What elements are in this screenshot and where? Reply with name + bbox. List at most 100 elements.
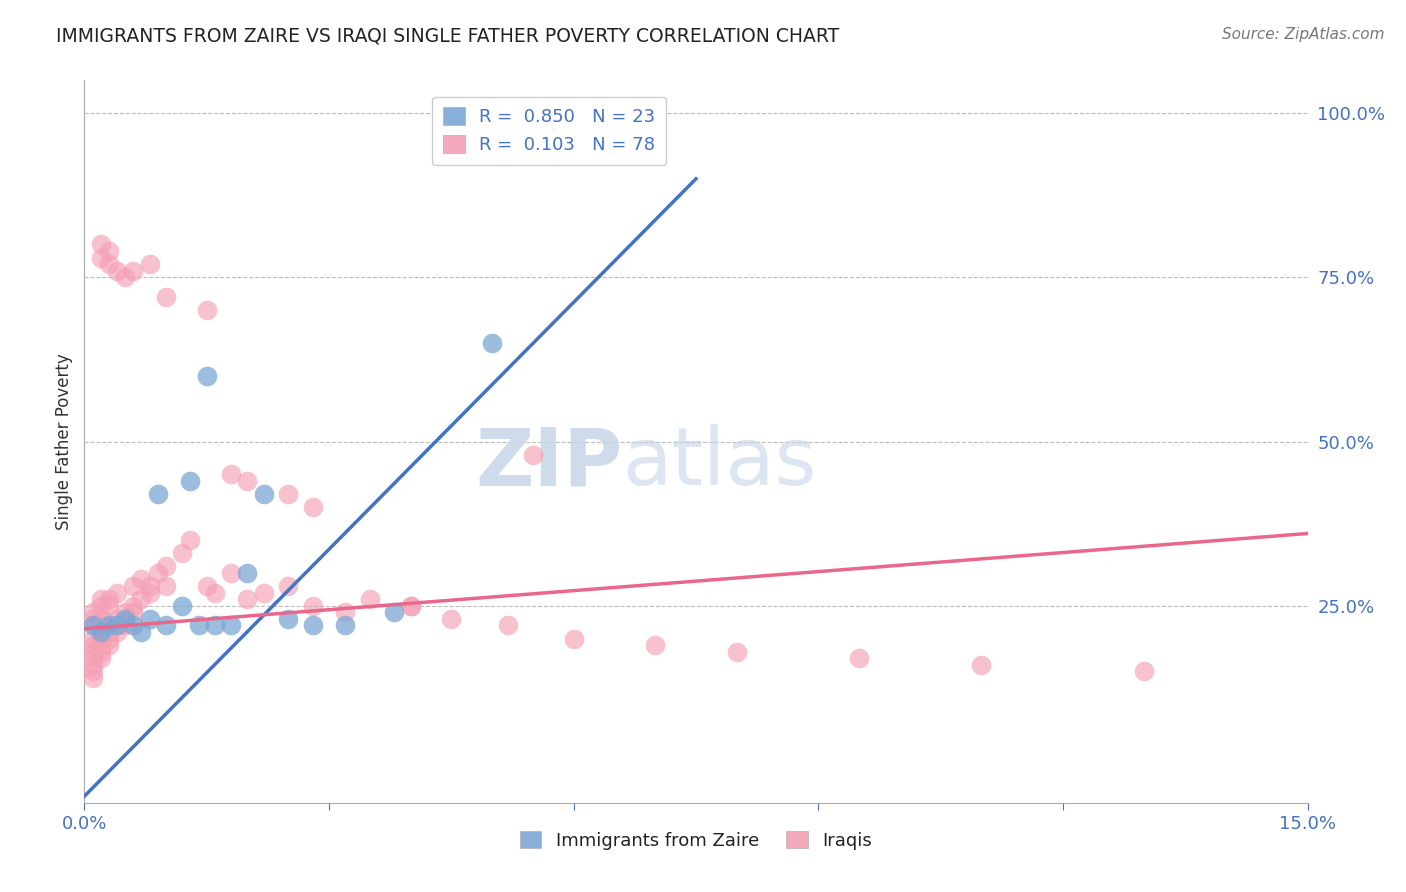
Point <box>105 585 128 599</box>
Point <box>253 487 276 501</box>
Point <box>725 645 748 659</box>
Point <box>131 625 153 640</box>
Text: ZIP: ZIP <box>475 425 623 502</box>
Point <box>82 618 104 632</box>
Point <box>195 368 218 383</box>
Point <box>522 448 544 462</box>
Point <box>236 566 259 580</box>
Point <box>90 237 112 252</box>
Point <box>82 657 104 672</box>
Point <box>90 612 112 626</box>
Point <box>335 605 357 619</box>
Point <box>146 487 169 501</box>
Point <box>82 645 104 659</box>
Point <box>97 632 120 646</box>
Point <box>179 474 201 488</box>
Point <box>236 592 259 607</box>
Point <box>138 579 160 593</box>
Point <box>172 546 194 560</box>
Point <box>155 579 177 593</box>
Point <box>90 638 112 652</box>
Point <box>82 612 104 626</box>
Point <box>301 618 323 632</box>
Point <box>97 618 120 632</box>
Point <box>97 244 120 258</box>
Point <box>253 585 276 599</box>
Point <box>82 632 104 646</box>
Point <box>114 270 136 285</box>
Point <box>219 618 242 632</box>
Point <box>105 625 128 640</box>
Point <box>82 665 104 679</box>
Point <box>122 605 145 619</box>
Point <box>277 579 299 593</box>
Point <box>399 599 422 613</box>
Point <box>131 573 153 587</box>
Point <box>90 645 112 659</box>
Point <box>97 592 120 607</box>
Point <box>131 592 153 607</box>
Point <box>82 638 104 652</box>
Point <box>1133 665 1156 679</box>
Point <box>146 566 169 580</box>
Point <box>90 592 112 607</box>
Point <box>90 251 112 265</box>
Point <box>301 500 323 515</box>
Point <box>90 625 112 640</box>
Point <box>97 257 120 271</box>
Point <box>204 618 226 632</box>
Text: atlas: atlas <box>623 425 817 502</box>
Point <box>138 585 160 599</box>
Point <box>105 618 128 632</box>
Point <box>122 599 145 613</box>
Y-axis label: Single Father Poverty: Single Father Poverty <box>55 353 73 530</box>
Point <box>90 625 112 640</box>
Point <box>97 638 120 652</box>
Point <box>114 612 136 626</box>
Point <box>155 618 177 632</box>
Text: Source: ZipAtlas.com: Source: ZipAtlas.com <box>1222 27 1385 42</box>
Point <box>498 618 520 632</box>
Point <box>114 618 136 632</box>
Point <box>382 605 405 619</box>
Point <box>90 618 112 632</box>
Point <box>97 625 120 640</box>
Point <box>114 612 136 626</box>
Point <box>155 559 177 574</box>
Point <box>562 632 585 646</box>
Point <box>335 618 357 632</box>
Point <box>90 651 112 665</box>
Point <box>179 533 201 547</box>
Point <box>155 290 177 304</box>
Point <box>195 303 218 318</box>
Point <box>236 474 259 488</box>
Point <box>204 585 226 599</box>
Point <box>219 467 242 482</box>
Point <box>187 618 209 632</box>
Point <box>359 592 381 607</box>
Point <box>97 599 120 613</box>
Point <box>90 599 112 613</box>
Point <box>399 599 422 613</box>
Point <box>644 638 666 652</box>
Point <box>105 612 128 626</box>
Point <box>277 487 299 501</box>
Point <box>440 612 463 626</box>
Point <box>195 579 218 593</box>
Point <box>97 618 120 632</box>
Point <box>172 599 194 613</box>
Point <box>219 566 242 580</box>
Point <box>105 264 128 278</box>
Point <box>82 618 104 632</box>
Point <box>122 618 145 632</box>
Point <box>138 257 160 271</box>
Text: IMMIGRANTS FROM ZAIRE VS IRAQI SINGLE FATHER POVERTY CORRELATION CHART: IMMIGRANTS FROM ZAIRE VS IRAQI SINGLE FA… <box>56 27 839 45</box>
Point <box>122 264 145 278</box>
Point <box>105 618 128 632</box>
Legend: Immigrants from Zaire, Iraqis: Immigrants from Zaire, Iraqis <box>510 822 882 859</box>
Point <box>82 605 104 619</box>
Point <box>114 605 136 619</box>
Point <box>481 336 503 351</box>
Point <box>970 657 993 672</box>
Point <box>277 612 299 626</box>
